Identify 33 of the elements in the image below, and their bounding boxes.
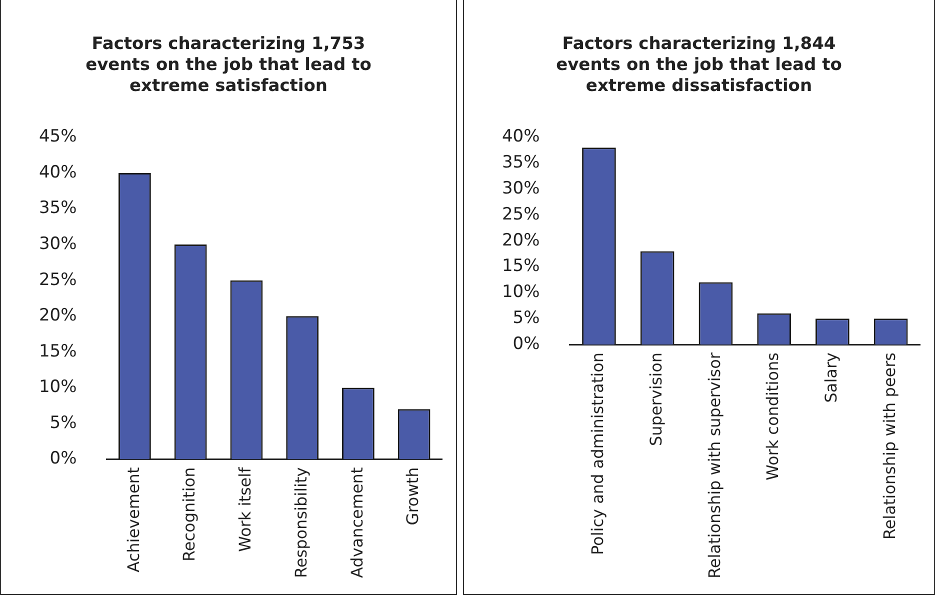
y-tick-label: 40%	[38, 162, 77, 182]
x-tick-label: Salary	[822, 352, 841, 403]
y-tick-label: 20%	[502, 230, 540, 250]
y-tick-label: 15%	[502, 256, 540, 276]
chart-title: Factors characterizing 1,753 events on the job that lead to extreme satisfaction	[84, 34, 372, 97]
y-tick-label: 5%	[512, 308, 540, 328]
y-tick-label: 30%	[38, 234, 77, 254]
x-tick-label: Growth	[403, 467, 422, 526]
y-tick-label: 0%	[50, 448, 77, 469]
y-tick-label: 10%	[502, 282, 540, 302]
x-tick-label: Supervision	[646, 352, 666, 446]
chart-title: Factors characterizing 1,844 events on the job that lead to extreme dissatisfaction	[555, 34, 843, 97]
y-tick-label: 30%	[502, 178, 540, 198]
x-tick-label: Advancement	[347, 467, 366, 578]
y-tick-label: 40%	[502, 126, 540, 147]
y-tick-label: 5%	[50, 412, 77, 433]
y-tick-label: 35%	[502, 152, 540, 173]
x-tick-label: Recognition	[180, 467, 199, 562]
x-tick-label: Work itself	[236, 466, 255, 552]
x-tick-label: Work conditions	[763, 352, 782, 480]
y-tick-label: 0%	[512, 334, 540, 354]
x-tick-label: Relationship with supervisor	[704, 352, 724, 579]
y-tick-label: 10%	[38, 377, 77, 398]
y-tick-label: 20%	[38, 306, 77, 326]
y-tick-label: 35%	[38, 198, 77, 218]
x-tick-label: Achievement	[124, 467, 143, 572]
y-tick-label: 15%	[38, 341, 77, 362]
y-tick-label: 25%	[502, 204, 540, 224]
x-tick-label: Responsibility	[291, 467, 310, 578]
y-tick-label: 45%	[38, 126, 77, 147]
x-tick-label: Relationship with peers	[880, 352, 899, 540]
y-tick-label: 25%	[38, 270, 77, 290]
x-tick-label: Policy and administration	[588, 352, 608, 556]
